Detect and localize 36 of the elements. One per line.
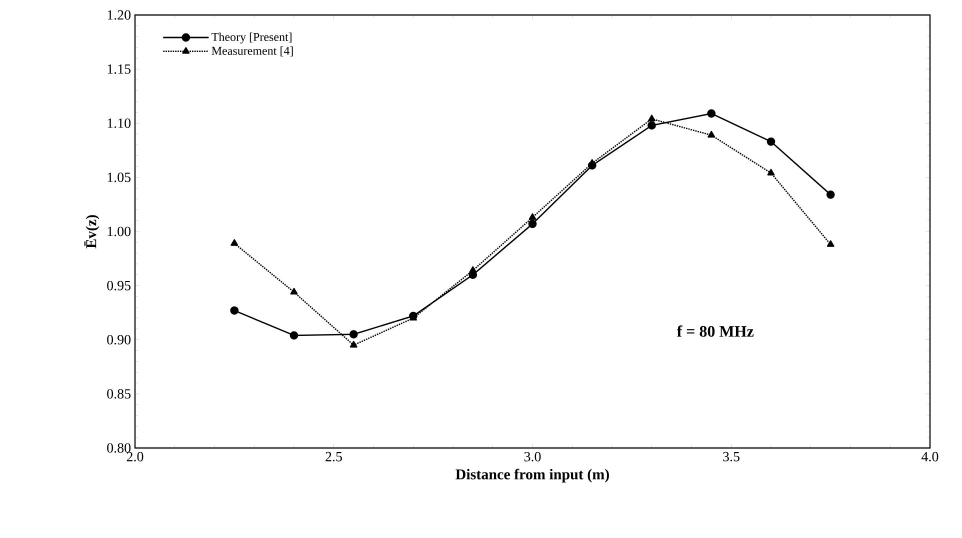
x-tick-label: 2.0 [126,452,144,462]
x-tick-label: 2.5 [326,452,342,462]
point [648,114,656,122]
x-tick-label: 4.0 [922,452,938,462]
y-tick-label: 1.00 [108,226,131,236]
point [826,240,834,247]
point [766,137,776,146]
y-tick-label: 1.10 [108,118,131,128]
point [230,239,238,246]
point [469,266,477,273]
annotation: f = 80 MHz [676,325,754,337]
point [648,121,656,130]
point [826,190,835,199]
legend-label: Theory [Present] [212,32,292,44]
legend-label: Measurement [4] [212,46,293,56]
point [707,109,716,118]
point [290,288,298,295]
point [290,331,298,340]
y-tick-label: 0.95 [107,280,131,290]
point [767,168,775,176]
x-tick-label: 3.5 [723,452,740,462]
x-tick-label: 3.0 [524,452,541,462]
y-tick-label: 1.15 [108,64,131,74]
x-axis-title: Distance from input (m) [456,468,609,482]
y-tick-label: 0.80 [107,443,131,453]
y-tick-label: 1.05 [108,172,131,182]
point [230,306,239,315]
y-tick-label: 0.85 [107,389,131,399]
y-axis-title: Ēv(z) [84,215,100,248]
point [528,220,537,228]
y-tick-label: 0.90 [107,334,131,344]
point [350,340,358,348]
point [528,213,536,220]
point [708,130,716,138]
y-tick-label: 1.20 [108,10,131,20]
point [349,330,358,339]
